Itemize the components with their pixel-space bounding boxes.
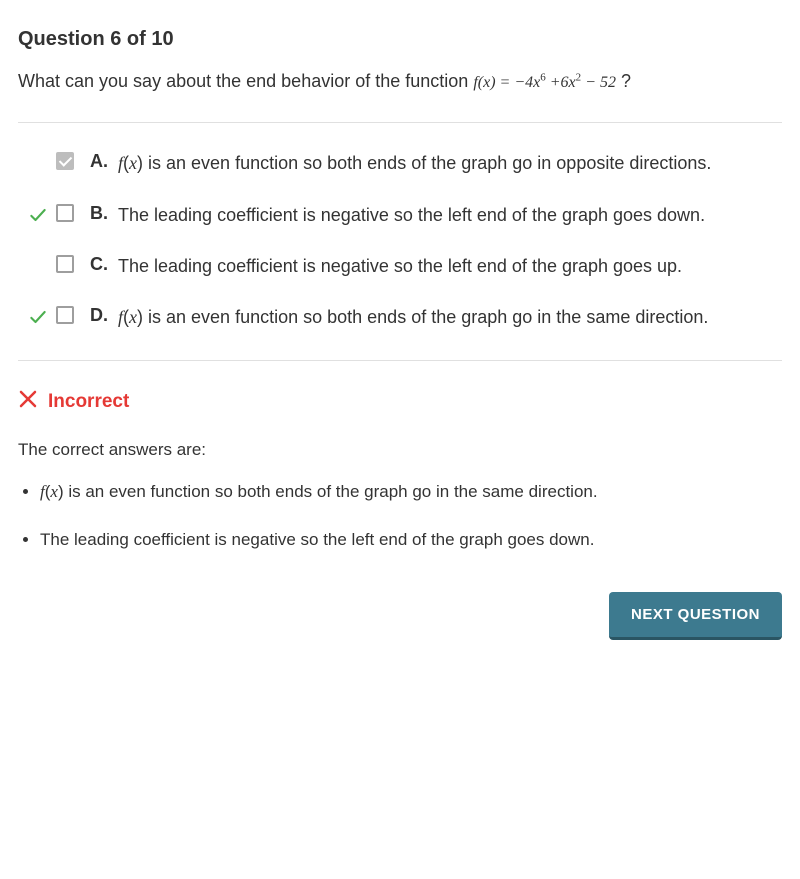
checkbox-col [56,305,90,324]
option-row-d: D.f(x) is an even function so both ends … [28,305,782,330]
x-icon [18,389,38,414]
checkbox-col [56,203,90,222]
divider-bottom [18,360,782,361]
feedback-row: Incorrect [18,389,782,414]
option-text: f(x) is an even function so both ends of… [118,305,782,330]
correct-answer-item: The leading coefficient is negative so t… [40,528,782,552]
option-checkbox[interactable] [56,255,74,273]
correct-mark-col [28,305,56,327]
option-letter: C. [90,254,118,275]
feedback-label: Incorrect [48,391,129,413]
prompt-prefix: What can you say about the end behavior … [18,71,473,91]
option-row-b: B.The leading coefficient is negative so… [28,203,782,228]
prompt-suffix: ? [616,71,631,91]
option-text: f(x) is an even function so both ends of… [118,151,782,176]
option-row-a: A.f(x) is an even function so both ends … [28,151,782,176]
option-letter: B. [90,203,118,224]
option-letter: D. [90,305,118,326]
correct-mark-col [28,254,56,256]
checkbox-col [56,151,90,170]
divider-top [18,122,782,123]
correct-answers-list: f(x) is an even function so both ends of… [18,480,782,552]
checkmark-icon [28,205,48,225]
option-row-c: C.The leading coefficient is negative so… [28,254,782,279]
correct-mark-col [28,151,56,153]
prompt-function: f(x) = −4x6 +6x2 − 52 [473,71,616,91]
option-text: The leading coefficient is negative so t… [118,203,782,228]
next-question-button[interactable]: NEXT QUESTION [609,592,782,640]
option-text: The leading coefficient is negative so t… [118,254,782,279]
checkmark-icon [28,307,48,327]
option-checkbox[interactable] [56,204,74,222]
correct-answers-label: The correct answers are: [18,440,782,460]
option-checkbox[interactable] [56,152,74,170]
option-letter: A. [90,151,118,172]
correct-mark-col [28,203,56,225]
question-prompt: What can you say about the end behavior … [18,69,782,94]
correct-answer-item: f(x) is an even function so both ends of… [40,480,782,504]
question-header: Question 6 of 10 [18,28,782,51]
options-list: A.f(x) is an even function so both ends … [18,151,782,330]
checkbox-col [56,254,90,273]
option-checkbox[interactable] [56,306,74,324]
button-row: NEXT QUESTION [18,592,782,640]
